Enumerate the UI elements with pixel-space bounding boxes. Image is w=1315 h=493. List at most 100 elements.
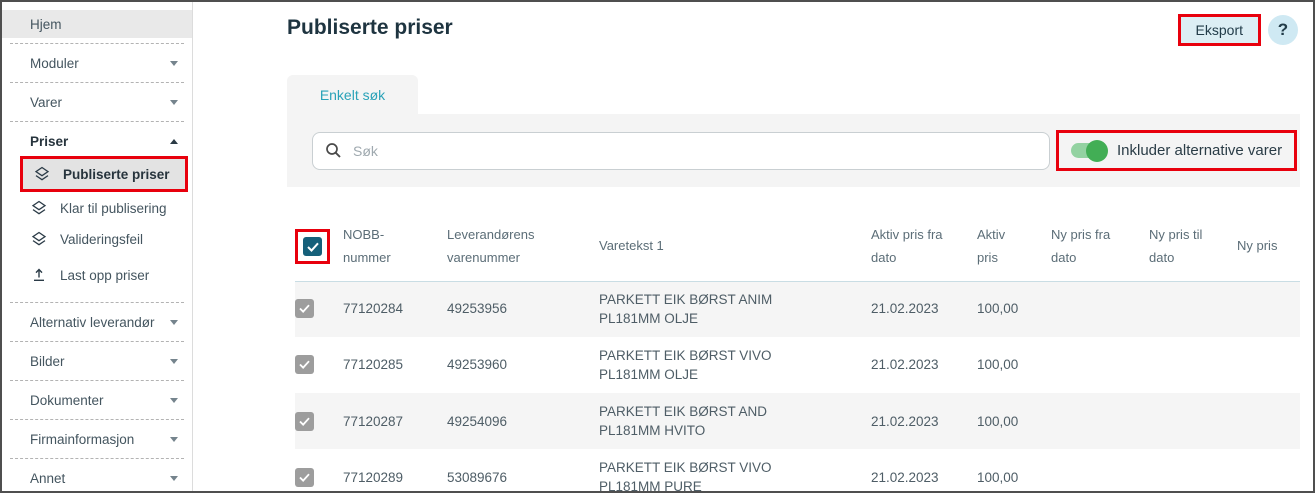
search-panel: Inkluder alternative varer: [287, 114, 1300, 187]
cell-leverandorens-varenummer: 53089676: [447, 469, 508, 485]
divider: [10, 419, 184, 420]
sidebar-item-last-opp-priser[interactable]: Last opp priser: [20, 260, 188, 290]
chevron-down-icon: [170, 319, 178, 325]
cell-nobb: 77120287: [343, 413, 404, 429]
sidebar-item-bilder[interactable]: Bilder: [2, 347, 192, 375]
upload-icon: [30, 267, 47, 284]
table-row: 77120285 49253960 PARKETT EIK BØRST VIVO…: [295, 337, 1300, 393]
layers-icon: [30, 200, 47, 217]
divider: [10, 43, 184, 44]
cell-ny-pris-fra-dato: [1051, 449, 1149, 491]
table-header-row: NOBB-nummer Leverandørens varenummer Var…: [295, 213, 1300, 282]
select-all-checkbox[interactable]: [303, 237, 322, 257]
select-all-header: [295, 213, 343, 282]
checkbox-annotation: [295, 229, 330, 265]
row-checkbox[interactable]: [295, 411, 314, 431]
sidebar: Hjem Moduler Varer Priser Publiserte pri…: [2, 2, 193, 491]
sidebar-item-hjem[interactable]: Hjem: [2, 10, 192, 38]
cell-ny-pris-til-dato: [1149, 337, 1237, 393]
sidebar-item-label: Moduler: [30, 55, 79, 71]
help-button[interactable]: ?: [1268, 15, 1298, 45]
cell-leverandorens-varenummer: 49253956: [447, 301, 508, 317]
export-button[interactable]: Eksport: [1177, 14, 1261, 46]
sidebar-item-label: Last opp priser: [60, 267, 150, 283]
sidebar-item-label: Valideringsfeil: [60, 231, 144, 247]
cell-leverandorens-varenummer: 49253960: [447, 357, 508, 373]
cell-ny-pris-fra-dato: [1051, 393, 1149, 449]
sidebar-item-alternativ-leverandor[interactable]: Alternativ leverandør: [2, 308, 192, 336]
sidebar-item-publiserte-priser[interactable]: Publiserte priser: [20, 156, 188, 192]
sidebar-item-moduler[interactable]: Moduler: [2, 49, 192, 77]
include-alternative-toggle-group[interactable]: Inkluder alternative varer: [1056, 130, 1298, 171]
sidebar-item-annet[interactable]: Annet: [2, 464, 192, 491]
sidebar-item-label: Bilder: [30, 353, 65, 369]
toggle-switch[interactable]: [1071, 139, 1108, 162]
sidebar-item-klar-til-publisering[interactable]: Klar til publisering: [20, 193, 188, 223]
cell-varetekst: PARKETT EIK BØRST VIVO PL181MM OLJE: [599, 347, 772, 383]
row-checkbox[interactable]: [295, 355, 314, 375]
cell-aktiv-pris: 100,00: [977, 413, 1019, 429]
cell-ny-pris-til-dato: [1149, 393, 1237, 449]
sidebar-item-label: Varer: [30, 94, 63, 110]
column-header-varetekst[interactable]: Varetekst 1: [599, 213, 871, 282]
cell-aktiv-pris-fra-dato: 21.02.2023: [871, 301, 939, 317]
cell-ny-pris: [1237, 449, 1300, 491]
column-header-aktiv-pris-fra-dato[interactable]: Aktiv pris fra dato: [871, 213, 977, 282]
cell-ny-pris: [1237, 337, 1300, 393]
chevron-down-icon: [170, 99, 178, 105]
table-row: 77120289 53089676 PARKETT EIK BØRST VIVO…: [295, 449, 1300, 493]
sidebar-item-label: Alternativ leverandør: [30, 314, 155, 330]
toggle-knob: [1086, 139, 1108, 162]
layers-icon: [30, 231, 47, 248]
column-header-ny-pris[interactable]: Ny pris: [1237, 213, 1300, 282]
row-checkbox[interactable]: [295, 299, 314, 319]
cell-aktiv-pris: 100,00: [977, 469, 1019, 485]
tab-enkelt-sok[interactable]: Enkelt søk: [287, 75, 418, 114]
cell-aktiv-pris-fra-dato: 21.02.2023: [871, 413, 939, 429]
column-header-leverandorens-varenummer[interactable]: Leverandørens varenummer: [447, 213, 599, 282]
column-header-ny-pris-til-dato[interactable]: Ny pris til dato: [1149, 213, 1237, 282]
cell-aktiv-pris: 100,00: [977, 301, 1019, 317]
chevron-down-icon: [170, 436, 178, 442]
cell-aktiv-pris-fra-dato: 21.02.2023: [871, 469, 939, 485]
column-header-nobb[interactable]: NOBB-nummer: [343, 213, 447, 282]
sidebar-item-label: Publiserte priser: [63, 166, 170, 182]
cell-ny-pris: [1237, 393, 1300, 449]
sidebar-item-label: Dokumenter: [30, 392, 104, 408]
sidebar-item-label: Annet: [30, 470, 66, 486]
search-box[interactable]: [312, 131, 1050, 170]
cell-nobb: 77120284: [343, 301, 404, 317]
cell-ny-pris: [1237, 281, 1300, 337]
divider: [10, 458, 184, 459]
sidebar-item-firmainformasjon[interactable]: Firmainformasjon: [2, 425, 192, 453]
cell-varetekst: PARKETT EIK BØRST ANIM PL181MM OLJE: [599, 291, 773, 327]
cell-ny-pris-til-dato: [1149, 281, 1237, 337]
sidebar-item-label: Priser: [30, 133, 69, 149]
sidebar-item-valideringsfeil[interactable]: Valideringsfeil: [20, 224, 188, 254]
cell-nobb: 77120289: [343, 469, 404, 485]
cell-aktiv-pris-fra-dato: 21.02.2023: [871, 357, 939, 373]
main-content: Publiserte priser Eksport ? Enkelt søk I…: [287, 4, 1300, 493]
search-input[interactable]: [351, 141, 1037, 160]
divider: [10, 121, 184, 122]
sidebar-item-varer[interactable]: Varer: [2, 88, 192, 116]
cell-ny-pris-til-dato: [1149, 449, 1237, 491]
cell-ny-pris-fra-dato: [1051, 281, 1149, 337]
row-checkbox[interactable]: [295, 467, 314, 487]
column-header-aktiv-pris[interactable]: Aktiv pris: [977, 213, 1051, 282]
chevron-up-icon: [170, 138, 178, 144]
toggle-label: Inkluder alternative varer: [1117, 142, 1283, 159]
divider: [10, 380, 184, 381]
chevron-down-icon: [170, 475, 178, 481]
chevron-down-icon: [170, 358, 178, 364]
page-header: Publiserte priser Eksport ?: [287, 4, 1300, 54]
sidebar-item-label: Firmainformasjon: [30, 431, 135, 447]
chevron-down-icon: [170, 60, 178, 66]
chevron-down-icon: [170, 397, 178, 403]
column-header-ny-pris-fra-dato[interactable]: Ny pris fra dato: [1051, 213, 1149, 282]
sidebar-item-dokumenter[interactable]: Dokumenter: [2, 386, 192, 414]
sidebar-item-priser[interactable]: Priser: [2, 127, 192, 155]
divider: [10, 82, 184, 83]
cell-varetekst: PARKETT EIK BØRST VIVO PL181MM PURE: [599, 459, 772, 493]
